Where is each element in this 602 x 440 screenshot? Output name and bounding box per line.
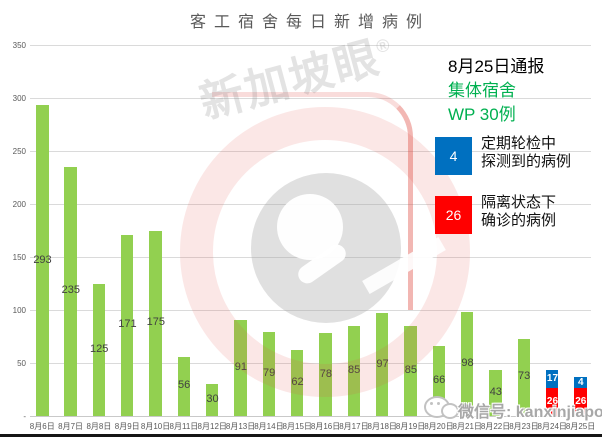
gridline — [30, 45, 591, 46]
x-tick-label: 8月24日 — [537, 422, 567, 431]
x-tick-label: 8月16日 — [310, 422, 341, 431]
x-tick-label: 8月17日 — [339, 422, 369, 431]
x-tick-label: 8月6日 — [29, 422, 55, 431]
bar-segment — [574, 377, 587, 389]
bar-value-label: 26 — [546, 396, 559, 408]
y-axis-label: 100 — [12, 305, 26, 315]
watermark-eye-circle — [251, 173, 401, 323]
bar-value-label: 43 — [489, 386, 502, 399]
bar-value-label: 85 — [404, 363, 417, 376]
bar-value-label: 4 — [578, 376, 584, 388]
legend-swatch-value: 4 — [449, 148, 458, 164]
bar-value-label: 171 — [118, 318, 137, 331]
x-tick-label: 8月23日 — [509, 422, 539, 431]
bar-segment — [545, 388, 559, 416]
bar-segment — [517, 338, 531, 416]
bar-value-label: 56 — [178, 379, 191, 392]
bar-segment — [545, 370, 559, 389]
bar-value-label: 175 — [146, 316, 165, 329]
bar-value-label: 30 — [206, 393, 219, 406]
watermark-stamp-border — [212, 92, 413, 310]
bar-value-label: 79 — [263, 367, 276, 380]
bar-value-label: 85 — [348, 363, 361, 376]
legend-swatch-routine-testing: 4 — [435, 137, 472, 175]
watermark-slash — [362, 237, 446, 294]
gridline — [30, 151, 591, 152]
bar-segment — [36, 105, 49, 416]
y-axis-label: 150 — [12, 252, 26, 262]
x-tick-label: 8月18日 — [367, 422, 397, 431]
bar-segment — [120, 234, 134, 416]
x-tick-label: 8月21日 — [452, 422, 482, 431]
bar-value-label: 98 — [461, 357, 474, 370]
y-axis-label: 250 — [12, 146, 26, 156]
x-tick-label: 8月9日 — [114, 422, 140, 431]
x-tick-label: 8月7日 — [58, 422, 84, 431]
legend-swatch-value: 26 — [445, 207, 462, 223]
chart-title: 客工宿舍每日新增病例 — [189, 14, 430, 31]
legend-label-quarantine-confirmed: 隔离状态下 确诊的病例 — [481, 194, 557, 229]
gridline — [30, 98, 591, 99]
bar-segment — [574, 388, 587, 416]
y-axis-label: 200 — [12, 199, 26, 209]
x-tick-label: 8月22日 — [480, 422, 511, 431]
bar-segment — [205, 384, 219, 416]
x-tick-label: 8月20日 — [424, 422, 454, 431]
bar-segment — [290, 350, 304, 416]
y-axis-label: - — [23, 411, 26, 421]
bar-segment — [92, 283, 106, 416]
bar-segment — [149, 230, 162, 416]
x-tick-label: 8月15日 — [282, 422, 312, 431]
bar-value-label: 26 — [575, 396, 587, 408]
x-tick-label: 8月10日 — [140, 422, 171, 431]
bar-segment — [177, 356, 191, 416]
bar-value-label: 73 — [518, 370, 531, 383]
x-tick-label: 8月13日 — [225, 422, 256, 431]
bar-value-label: 78 — [319, 367, 332, 380]
bar-value-label: 91 — [234, 360, 247, 373]
x-tick-label: 8月8日 — [86, 422, 112, 431]
y-axis-label: 350 — [12, 40, 26, 50]
bar-value-label: 17 — [546, 373, 559, 385]
wechat-id-label: 微信号: kanxinjiapo — [458, 404, 602, 421]
legend-subtitle-dorm: 集体宿舍 — [448, 81, 516, 100]
bar-value-label: 125 — [89, 342, 109, 355]
wechat-icon — [424, 396, 459, 422]
x-tick-label: 8月11日 — [169, 422, 199, 431]
bar-value-label: 97 — [376, 357, 389, 370]
bar-segment — [319, 333, 332, 416]
bar-segment — [375, 313, 389, 416]
bar-segment — [489, 370, 502, 416]
x-tick-label: 8月12日 — [197, 422, 227, 431]
x-tick-label: 8月25日 — [565, 422, 596, 431]
bar-segment — [404, 325, 417, 416]
bar-segment — [64, 166, 77, 416]
legend-report-title: 8月25日通报 — [448, 57, 545, 76]
bar-segment — [234, 319, 247, 416]
bar-segment — [347, 325, 361, 416]
watermark-eye-bar — [294, 241, 350, 287]
bar-segment — [262, 332, 276, 416]
legend-swatch-quarantine-confirmed: 26 — [435, 196, 472, 234]
bottom-border-line — [0, 434, 602, 437]
x-tick-label: 8月19日 — [395, 422, 426, 431]
legend-label-routine-testing: 定期轮检中 探测到的病例 — [481, 135, 572, 170]
gridline — [30, 363, 591, 364]
bar-segment — [460, 312, 474, 416]
x-tick-label: 8月14日 — [254, 422, 284, 431]
legend-subtitle-wp-count: WP 30例 — [448, 105, 516, 124]
y-axis-label: 300 — [12, 93, 26, 103]
gridline — [30, 310, 591, 311]
gridline — [30, 416, 591, 417]
bar-value-label: 293 — [33, 253, 52, 266]
bar-value-label: 66 — [433, 374, 446, 387]
bar-value-label: 62 — [291, 376, 304, 389]
y-axis-label: 50 — [17, 358, 26, 368]
gridline — [30, 257, 591, 258]
bar-value-label: 235 — [61, 284, 80, 297]
